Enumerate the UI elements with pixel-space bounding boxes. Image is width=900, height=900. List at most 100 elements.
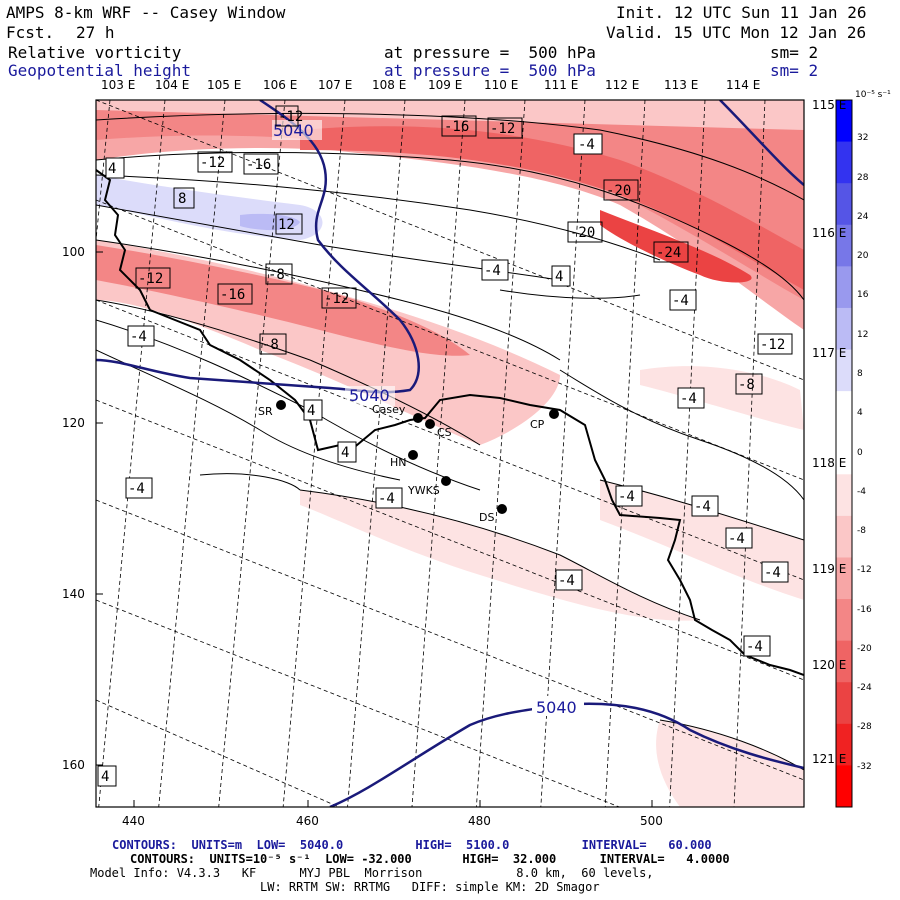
svg-text:8: 8 <box>178 191 186 207</box>
vorticity-fill-patch-south <box>300 490 700 621</box>
x-tick-label: 440 <box>122 814 145 828</box>
vort-label: -12 <box>487 117 523 139</box>
map-title: AMPS 8-km WRF -- Casey Window <box>6 3 286 22</box>
svg-text:-16: -16 <box>444 119 469 135</box>
lon-label: 108 E <box>372 78 407 92</box>
colorbar-segment <box>836 557 852 600</box>
vorticity-fill-patch-bottom <box>656 720 804 807</box>
colorbar-frame <box>835 99 853 808</box>
lon-label: 112 E <box>605 78 640 92</box>
svg-text:-4: -4 <box>746 639 763 655</box>
station-hn: HN <box>390 450 418 469</box>
svg-text:-4: -4 <box>728 531 745 547</box>
svg-text:4: 4 <box>555 269 563 285</box>
vort-label: -4 <box>375 487 403 509</box>
colorbar-label: 12 <box>857 329 869 340</box>
svg-text:-24: -24 <box>656 245 681 261</box>
map-field: 5040 5040 5040 -12 -16 -12 -4 4 -12 -16 … <box>96 100 804 807</box>
lon-label-right: 121 E <box>812 752 847 766</box>
lon-label: 114 E <box>726 78 761 92</box>
lon-label-right: 117 E <box>812 346 847 360</box>
vort-label: -16 <box>441 115 477 137</box>
plot-frame <box>95 99 805 808</box>
lon-label: 113 E <box>664 78 699 92</box>
svg-text:-12: -12 <box>138 271 163 287</box>
lon-label: 106 E <box>263 78 298 92</box>
vort-label: 8 <box>173 187 195 209</box>
svg-text:-12: -12 <box>490 121 515 137</box>
colorbar-segment <box>836 100 852 143</box>
svg-text:-20: -20 <box>570 225 595 241</box>
vort-label: -12 <box>197 151 233 173</box>
colorbar-segment <box>836 765 852 808</box>
colorbar-segment <box>836 723 852 766</box>
colorbar-segment <box>836 474 852 517</box>
vort-label: -4 <box>481 259 509 281</box>
stations: SR Casey CS CP HN YWKS DS <box>258 400 559 524</box>
colorbar-label: -16 <box>857 604 872 615</box>
svg-text:-16: -16 <box>246 157 271 173</box>
coastline <box>96 169 804 676</box>
colorbar-label: 16 <box>857 290 869 301</box>
vort-label: -4 <box>725 527 753 549</box>
vorticity-fill-band-top-core <box>96 100 804 300</box>
colorbar-segment <box>836 640 852 683</box>
svg-text:CP: CP <box>530 418 545 431</box>
vort-label: -4 <box>573 133 603 155</box>
valid-time: Valid. 15 UTC Mon 12 Jan 26 <box>606 23 867 42</box>
forecast-label: Fcst. <box>6 23 55 42</box>
y-tick-label: 140 <box>62 587 85 601</box>
colorbar-label: -12 <box>857 565 872 576</box>
station-cs: CS <box>425 419 452 439</box>
lon-label-right: 120 E <box>812 658 847 672</box>
lon-label: 107 E <box>318 78 353 92</box>
colorbar-label: -28 <box>857 722 872 733</box>
colorbar-segment <box>836 349 852 392</box>
vort-label: 12 <box>275 213 303 235</box>
vort-label: -8 <box>735 373 763 395</box>
footer-physics-info: LW: RRTM SW: RRTMG DIFF: simple KM: 2D S… <box>260 880 600 894</box>
field1-pressure: at pressure = 500 hPa <box>384 43 596 62</box>
colorbar-unit: 10⁻⁵ s⁻¹ <box>855 90 891 100</box>
svg-text:-4: -4 <box>680 391 697 407</box>
y-tick-label: 120 <box>62 416 85 430</box>
colorbar-label: -20 <box>857 643 872 654</box>
colorbar <box>836 100 852 808</box>
svg-text:DS: DS <box>479 511 494 524</box>
svg-text:-8: -8 <box>262 337 279 353</box>
svg-text:-4: -4 <box>672 293 689 309</box>
vorticity-fill-band-middle-core <box>96 245 470 356</box>
field2-pressure: at pressure = 500 hPa <box>384 61 596 80</box>
colorbar-label: -32 <box>857 761 872 772</box>
svg-text:-4: -4 <box>130 329 147 345</box>
vort-label: -4 <box>691 495 719 517</box>
svg-text:Casey: Casey <box>372 403 406 416</box>
lon-label-right: 115 E <box>812 98 847 112</box>
colorbar-label: 28 <box>857 172 869 183</box>
svg-text:-16: -16 <box>220 287 245 303</box>
vort-label: 4 <box>551 265 571 287</box>
svg-text:-12: -12 <box>278 109 303 125</box>
colorbar-segment <box>836 432 852 475</box>
station-cp: CP <box>530 409 559 431</box>
svg-text:-4: -4 <box>128 481 145 497</box>
station-ywks: YWKS <box>407 476 451 497</box>
vort-label: 4 <box>97 765 117 787</box>
svg-text:4: 4 <box>341 445 349 461</box>
field2-smoothing: sm= 2 <box>770 61 819 80</box>
svg-text:-4: -4 <box>578 137 595 153</box>
vort-label: -4 <box>615 485 643 507</box>
colorbar-label: 32 <box>857 133 869 144</box>
colorbar-segment <box>836 515 852 558</box>
colorbar-segment <box>836 307 852 351</box>
vort-label: -8 <box>265 263 293 285</box>
station-casey: Casey <box>372 403 423 423</box>
vort-label: -12 <box>135 267 171 289</box>
svg-text:-20: -20 <box>606 183 631 199</box>
colorbar-segment <box>836 183 852 226</box>
vort-label: -24 <box>653 241 689 263</box>
y-tick-label: 160 <box>62 758 85 772</box>
colorbar-label: 8 <box>857 368 863 379</box>
height-label: 5040 <box>349 386 390 405</box>
svg-text:-12: -12 <box>200 155 225 171</box>
